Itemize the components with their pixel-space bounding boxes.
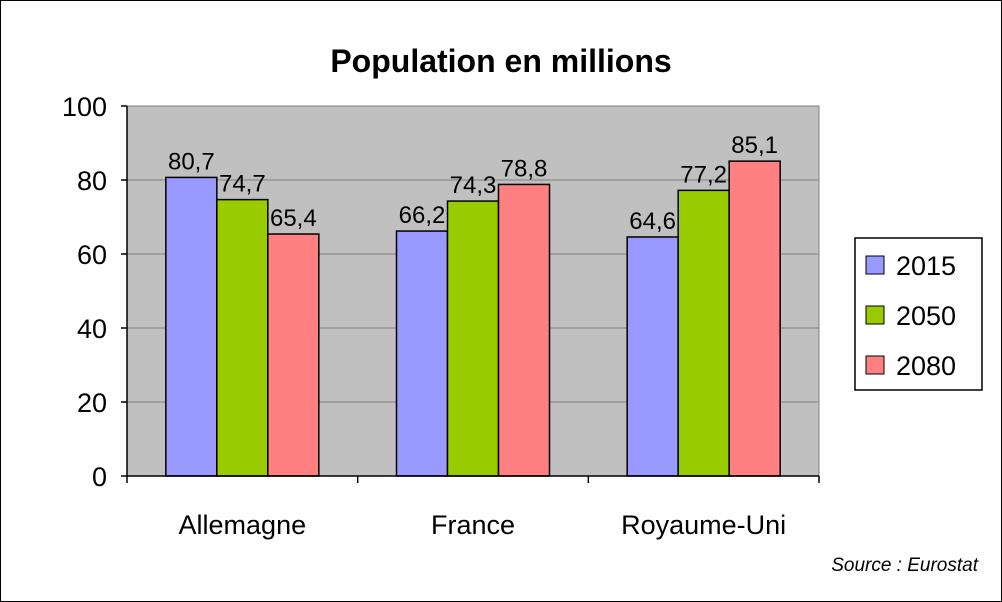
bar-2050-allemagne [216,198,269,477]
y-tick-label: 60 [77,240,107,270]
bars [165,160,781,477]
legend-label-2050: 2050 [896,301,956,331]
bar-2015-royaume-uni [626,236,679,477]
bar-2015-france [395,230,449,477]
data-label: 78,8 [501,155,548,182]
data-label: 85,1 [731,132,778,159]
bar-2080-royaume-uni [728,160,781,477]
legend-label-2015: 2015 [896,251,956,281]
y-tick-label: 100 [62,92,107,122]
data-label: 80,7 [168,148,215,175]
data-label: 66,2 [399,202,446,229]
x-category-label: Allemagne [179,510,307,540]
data-label: 65,4 [270,205,317,232]
legend-swatch-2015 [865,255,885,275]
bar-2080-allemagne [267,233,320,477]
legend-swatch-2050 [865,305,885,325]
y-tick-label: 0 [92,462,107,492]
source-note: Source : Eurostat [831,555,979,576]
bar-2015-allemagne [165,176,218,477]
legend: 2015 2050 2080 [854,237,983,391]
data-label: 74,7 [219,171,266,198]
data-label: 64,6 [629,208,676,235]
legend-label-2080: 2080 [896,351,956,381]
x-category-label: Royaume-Uni [621,510,786,540]
x-category-label: France [431,510,515,540]
data-label: 74,3 [450,172,497,199]
data-label: 77,2 [680,161,727,188]
bar-2050-france [446,200,500,477]
bar-2080-france [497,183,551,477]
axes: 0 20 40 60 80 100 Allemagne France Royaume-Uni [62,92,820,540]
y-tick-label: 40 [77,314,107,344]
legend-swatch-2080 [865,355,885,375]
chart-title: Population en millions [330,43,671,79]
data-labels: 80,774,765,4 66,274,378,8 64,677,285,1 [168,132,778,235]
y-tick-label: 80 [77,166,107,196]
y-tick-label: 20 [77,388,107,418]
bar-2050-royaume-uni [677,189,730,477]
